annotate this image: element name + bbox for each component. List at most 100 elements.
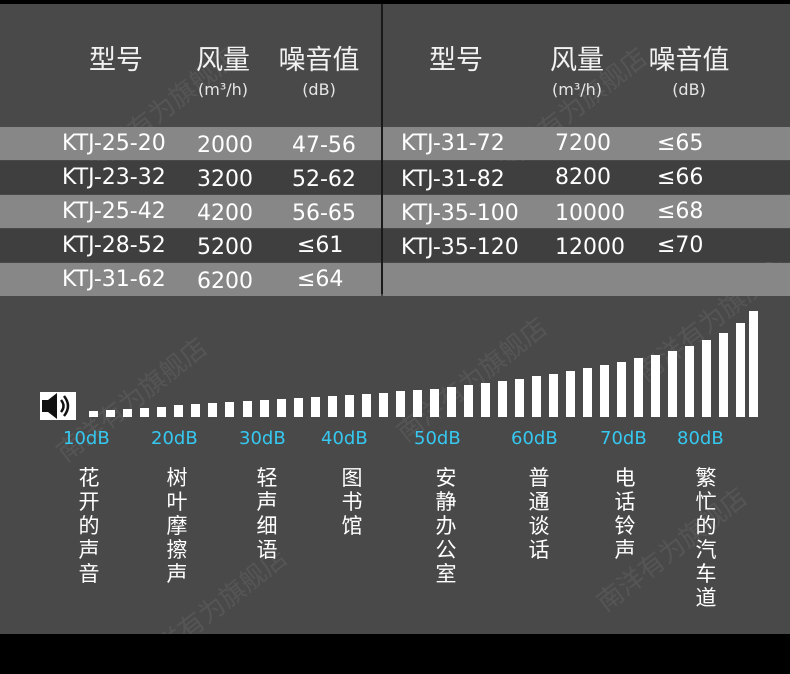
noise-description: 图书馆 [341,466,363,538]
volume-bar [191,404,200,417]
header-airflow-unit-left: (m³/h) [197,80,248,99]
volume-bar [311,397,320,417]
table-cell-airflow: 7200 [555,131,611,156]
volume-bar [123,409,132,417]
table-cell-noise: ≤68 [657,199,704,224]
table-cell-airflow: 4200 [197,201,253,226]
volume-bar [396,391,405,417]
volume-bar [498,381,507,417]
noise-description: 繁忙的汽车道 [695,466,717,610]
table-cell-noise: ≤64 [297,267,344,292]
table-cell-model: KTJ-25-42 [62,199,166,224]
volume-bar [617,362,626,417]
row-band [383,195,790,228]
table-cell-airflow: 2000 [197,133,253,158]
volume-bar [174,405,183,417]
volume-bar [583,368,592,417]
noise-description: 安静办公室 [435,466,457,586]
volume-bar [89,411,98,417]
volume-bar [277,399,286,417]
volume-bar [447,387,456,417]
volume-bar [328,396,337,417]
db-label-10: 10dB [63,428,110,449]
volume-bar [106,410,115,417]
db-label-40: 40dB [321,428,368,449]
volume-bar [651,355,660,417]
db-label-80: 80dB [677,428,724,449]
table-cell-model: KTJ-35-100 [401,201,519,226]
table-cell-model: KTJ-35-120 [401,235,519,260]
table-cell-model: KTJ-25-20 [62,131,166,156]
row-band [0,127,381,160]
noise-spec-panel: 南洋有为旗舰店 南洋有为旗舰店 南洋有为旗舰店 南洋有为旗舰店 南洋有为旗舰店 … [0,0,790,634]
volume-bar [549,374,558,417]
header-noise-unit-right: (dB) [672,80,706,99]
table-cell-airflow: 10000 [555,201,625,226]
speaker-icon [40,392,76,420]
table-cell-noise: ≤70 [657,233,704,258]
table-cell-model: KTJ-31-72 [401,131,505,156]
volume-bar [345,395,354,417]
volume-bar [225,402,234,417]
table-cell-noise: ≤65 [657,131,704,156]
volume-bar [702,340,711,417]
volume-bar [600,365,609,417]
row-band [383,263,790,296]
volume-bar [736,323,745,417]
table-divider [381,4,383,294]
volume-bar [379,393,388,417]
volume-bar [481,383,490,417]
row-band [383,161,790,194]
noise-description: 轻声细语 [256,466,278,562]
table-cell-model: KTJ-31-62 [62,267,166,292]
noise-description: 花开的声音 [78,466,100,586]
table-cell-airflow: 5200 [197,235,253,260]
volume-bar [294,398,303,417]
header-model-left: 型号 [89,45,143,76]
row-band [0,263,381,296]
volume-bar [413,390,422,417]
db-label-20: 20dB [151,428,198,449]
db-label-30: 30dB [239,428,286,449]
volume-bar [515,379,524,417]
table-cell-model: KTJ-31-82 [401,167,505,192]
table-cell-noise: 52-62 [292,167,356,192]
volume-bar [208,403,217,417]
row-band [0,161,381,194]
volume-bar [719,333,728,417]
table-cell-airflow: 3200 [197,167,253,192]
table-cell-model: KTJ-23-32 [62,165,166,190]
row-band [383,229,790,262]
row-band [0,195,381,228]
table-cell-noise: ≤61 [297,233,344,258]
volume-bar [566,371,575,417]
header-airflow-right: 风量 [550,45,604,76]
table-cell-noise: ≤66 [657,165,704,190]
row-band [0,229,381,262]
header-noise-right: 噪音值 [648,45,730,76]
volume-bar [668,351,677,417]
top-border [0,0,790,4]
table-cell-model: KTJ-28-52 [62,233,166,258]
volume-bar [532,376,541,417]
header-airflow-left: 风量 [196,45,250,76]
table-cell-airflow: 12000 [555,235,625,260]
noise-description: 电话铃声 [614,466,636,562]
header-noise-unit-left: (dB) [302,80,336,99]
volume-bar [362,394,371,417]
volume-bar [464,385,473,417]
table-cell-airflow: 6200 [197,269,253,294]
volume-bar [140,408,149,417]
table-cell-airflow: 8200 [555,165,611,190]
noise-description: 树叶摩擦声 [166,466,188,586]
header-noise-left: 噪音值 [278,45,360,76]
volume-bar [243,401,252,417]
table-cell-noise: 47-56 [292,133,356,158]
row-band [383,127,790,160]
volume-bar [260,400,269,417]
table-cell-noise: 56-65 [292,201,356,226]
header-airflow-unit-right: (m³/h) [551,80,602,99]
volume-bar [157,407,166,417]
db-label-50: 50dB [414,428,461,449]
volume-bar [749,311,758,417]
